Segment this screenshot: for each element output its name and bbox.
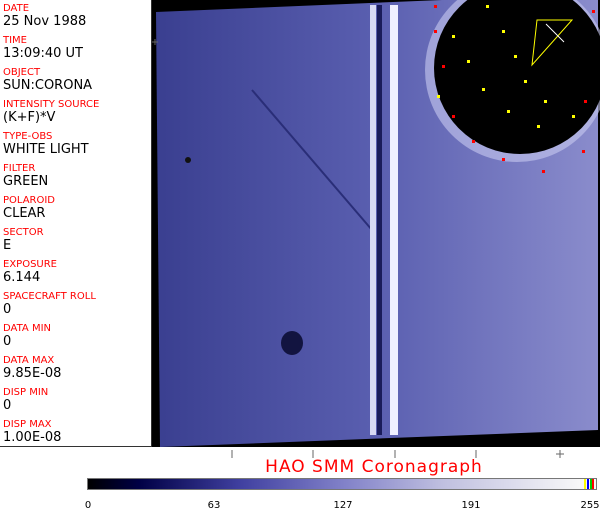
- field-label: DATE: [3, 3, 30, 14]
- field-disp-min: DISP MIN 0: [3, 387, 48, 413]
- field-intensity-source: INTENSITY SOURCE (K+F)*V: [3, 99, 99, 125]
- field-sector: SECTOR E: [3, 227, 44, 253]
- field-spacecraft-roll: SPACECRAFT ROLL 0: [3, 291, 96, 317]
- field-label: INTENSITY SOURCE: [3, 99, 100, 110]
- field-label: FILTER: [3, 163, 36, 174]
- field-label: OBJECT: [3, 67, 41, 78]
- field-label: DISP MIN: [3, 387, 49, 398]
- field-value: (K+F)*V: [3, 110, 56, 125]
- colorbar-yellow-stripe: [584, 479, 586, 489]
- field-value: WHITE LIGHT: [3, 142, 89, 157]
- field-label: TIME: [3, 35, 28, 46]
- field-label: SPACECRAFT ROLL: [3, 291, 96, 302]
- field-label: SECTOR: [3, 227, 44, 238]
- field-data-min: DATA MIN 0: [3, 323, 51, 349]
- colorbar-tick-label: 191: [461, 500, 481, 511]
- field-data-max: DATA MAX 9.85E-08: [3, 355, 61, 381]
- field-value: 25 Nov 1988: [3, 14, 87, 29]
- header-info-panel: DATE 25 Nov 1988 TIME 13:09:40 UT OBJECT SUN:…: [0, 0, 152, 447]
- coronagraph-image: [152, 0, 600, 458]
- field-value: 6.144: [3, 270, 41, 285]
- field-label: EXPOSURE: [3, 259, 58, 270]
- colorbar-green-stripe: [590, 479, 592, 489]
- field-value: CLEAR: [3, 206, 46, 221]
- colorbar-tick-label: 0: [84, 500, 92, 511]
- field-value: 1.00E-08: [3, 430, 62, 445]
- colorbar-tick-label: 63: [207, 500, 221, 511]
- instrument-title: HAO SMM Coronagraph: [265, 457, 483, 477]
- colorbar-red-stripe: [592, 479, 594, 489]
- field-object: OBJECT SUN:CORONA: [3, 67, 92, 93]
- field-label: DATA MAX: [3, 355, 55, 366]
- field-disp-max: DISP MAX 1.00E-08: [3, 419, 61, 445]
- field-filter: FILTER GREEN: [3, 163, 48, 189]
- field-label: POLAROID: [3, 195, 56, 206]
- colorbar-blue-stripe: [587, 479, 589, 489]
- field-value: SUN:CORONA: [3, 78, 93, 93]
- field-time: TIME 13:09:40 UT: [3, 35, 83, 61]
- field-label: TYPE-OBS: [3, 131, 53, 142]
- field-value: 13:09:40 UT: [3, 46, 83, 61]
- field-value: 0: [3, 302, 12, 317]
- field-exposure: EXPOSURE 6.144: [3, 259, 57, 285]
- field-value: 0: [3, 398, 12, 413]
- field-label: DATA MIN: [3, 323, 51, 334]
- field-label: DISP MAX: [3, 419, 52, 430]
- field-type-obs: TYPE-OBS WHITE LIGHT: [3, 131, 89, 157]
- colorbar-tick-label: 255: [580, 500, 600, 511]
- field-value: GREEN: [3, 174, 49, 189]
- colorbar-tick-label: 127: [333, 500, 353, 511]
- field-value: E: [3, 238, 12, 253]
- colorbar: [87, 478, 597, 490]
- field-value: 9.85E-08: [3, 366, 62, 381]
- field-polaroid: POLAROID CLEAR: [3, 195, 55, 221]
- field-date: DATE 25 Nov 1988: [3, 3, 86, 29]
- field-value: 0: [3, 334, 12, 349]
